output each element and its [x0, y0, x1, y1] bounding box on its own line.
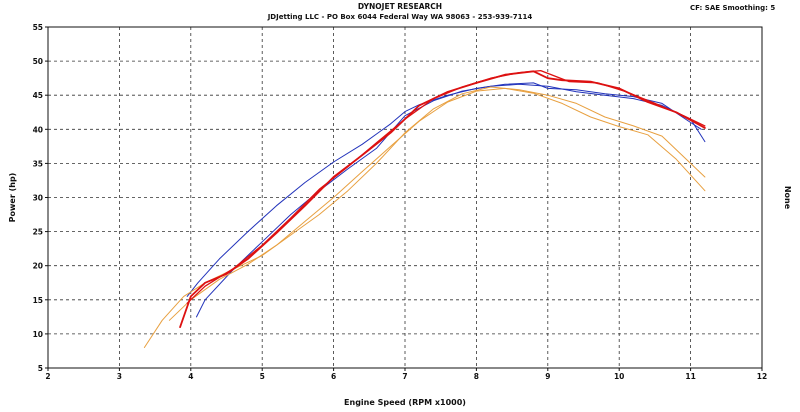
grid [48, 27, 762, 368]
settings-label: CF: SAE Smoothing: 5 [690, 4, 776, 12]
series-group [143, 69, 706, 348]
x-axis-label: Engine Speed (RPM x1000) [344, 398, 466, 407]
power-curve-4 [168, 87, 706, 321]
y-tick-label: 50 [33, 57, 43, 66]
y-tick-label: 55 [33, 23, 43, 32]
y-tick-label: 35 [33, 159, 43, 168]
x-tick-label: 3 [117, 372, 122, 381]
chart-title: DYNOJET RESEARCH [357, 2, 443, 11]
y-axis-label: Power (hp) [8, 173, 17, 223]
y-tick-label: 20 [33, 262, 43, 271]
power-curve-1 [186, 82, 702, 297]
x-tick-label: 12 [757, 372, 767, 381]
y-tick-label: 15 [33, 296, 43, 305]
x-tick-label: 10 [614, 372, 624, 381]
y-tick-label: 25 [33, 228, 43, 237]
power-curve-6 [186, 69, 706, 304]
x-tick-label: 9 [545, 372, 550, 381]
y-tick-label: 40 [33, 125, 43, 134]
y-tick-label: 30 [33, 194, 43, 203]
y-tick-label: 5 [38, 364, 43, 373]
power-curve-5 [179, 70, 706, 329]
x-tick-label: 2 [45, 372, 50, 381]
y-tick-label: 10 [33, 330, 43, 339]
y2-axis-label: None [783, 186, 792, 210]
x-tick-label: 6 [331, 372, 336, 381]
chart-subtitle: JDJetting LLC - PO Box 6044 Federal Way … [267, 13, 533, 21]
x-tick-label: 8 [474, 372, 479, 381]
x-tick-label: 5 [260, 372, 265, 381]
y-tick-label: 45 [33, 91, 43, 100]
power-curve-3 [143, 86, 706, 348]
x-tick-label: 7 [402, 372, 407, 381]
power-curve-2 [196, 83, 706, 318]
x-tick-label: 4 [188, 372, 193, 381]
x-tick-label: 11 [685, 372, 695, 381]
